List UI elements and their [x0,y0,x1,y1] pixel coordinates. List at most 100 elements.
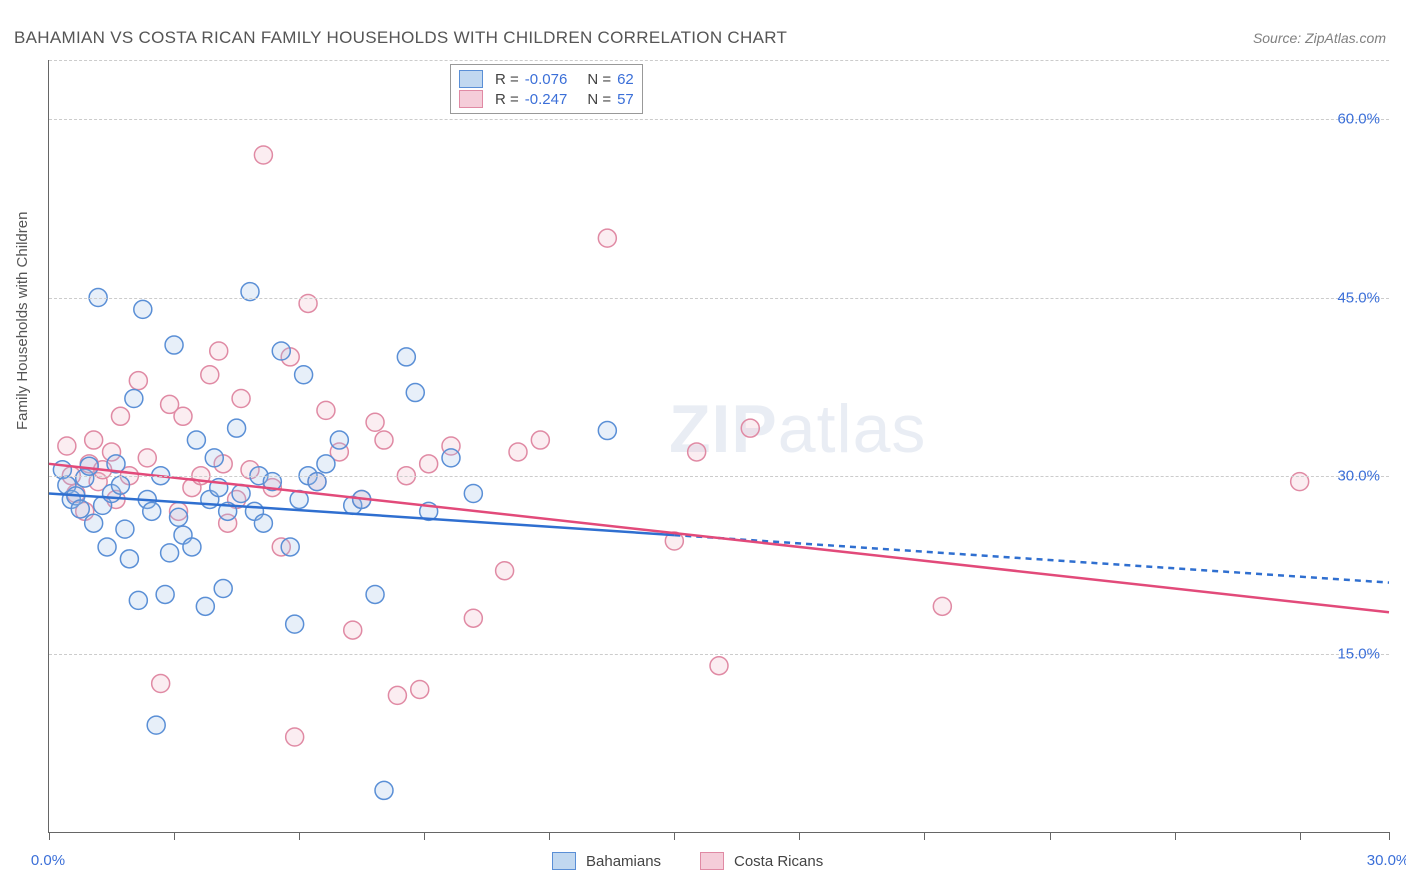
data-point [174,407,192,425]
plot-area: ZIPatlas [48,60,1389,833]
x-tick [49,832,50,840]
data-point [254,146,272,164]
data-point [397,348,415,366]
x-tick [174,832,175,840]
data-point [85,431,103,449]
data-point [411,680,429,698]
gridline [49,654,1389,655]
chart-title: BAHAMIAN VS COSTA RICAN FAMILY HOUSEHOLD… [14,28,787,48]
x-tick [1050,832,1051,840]
data-point [420,455,438,473]
data-point [366,585,384,603]
data-point [129,372,147,390]
gridline [49,476,1389,477]
data-point [933,597,951,615]
n-label: N = [587,71,611,88]
data-point [741,419,759,437]
data-point [201,366,219,384]
data-point [317,401,335,419]
y-tick-label: 15.0% [1337,645,1380,662]
n-label: N = [587,91,611,108]
chart-container: BAHAMIAN VS COSTA RICAN FAMILY HOUSEHOLD… [0,0,1406,892]
data-point [598,422,616,440]
regression-line [49,464,1389,612]
data-point [710,657,728,675]
data-point [281,538,299,556]
legend-row: R = -0.247 N = 57 [459,89,634,109]
n-value: 62 [617,71,634,88]
data-point [254,514,272,532]
y-tick-label: 30.0% [1337,467,1380,484]
x-tick [1175,832,1176,840]
r-label: R = [495,91,519,108]
data-point [58,437,76,455]
data-point [152,675,170,693]
data-point [187,431,205,449]
data-point [598,229,616,247]
r-value: -0.076 [525,71,568,88]
r-label: R = [495,71,519,88]
data-point [205,449,223,467]
data-point [442,449,460,467]
y-axis-label: Family Households with Children [14,212,31,430]
data-point [98,538,116,556]
gridline [49,119,1389,120]
gridline [49,298,1389,299]
data-point [228,419,246,437]
correlation-legend: R = -0.076 N = 62 R = -0.247 N = 57 [450,64,643,114]
data-point [143,502,161,520]
data-point [80,457,98,475]
data-point [111,476,129,494]
data-point [125,389,143,407]
data-point [496,562,514,580]
x-tick [424,832,425,840]
data-point [196,597,214,615]
x-tick [924,832,925,840]
data-point [85,514,103,532]
legend-swatch [552,852,576,870]
data-point [375,431,393,449]
data-point [214,580,232,598]
plot-svg [49,60,1389,832]
legend-row: R = -0.076 N = 62 [459,69,634,89]
data-point [317,455,335,473]
data-point [688,443,706,461]
data-point [295,366,313,384]
x-tick [1300,832,1301,840]
data-point [156,585,174,603]
data-point [464,609,482,627]
data-point [406,384,424,402]
r-value: -0.247 [525,91,568,108]
legend-swatch [459,70,483,88]
data-point [232,389,250,407]
data-point [111,407,129,425]
data-point [170,508,188,526]
legend-swatch [459,90,483,108]
data-point [183,538,201,556]
data-point [165,336,183,354]
data-point [210,342,228,360]
legend-item: Costa Ricans [700,852,823,870]
data-point [344,621,362,639]
y-tick-label: 45.0% [1337,289,1380,306]
data-point [375,781,393,799]
x-tick-label: 0.0% [31,852,65,869]
data-point [134,300,152,318]
source-attribution: Source: ZipAtlas.com [1253,30,1386,46]
data-point [366,413,384,431]
data-point [286,615,304,633]
data-point [330,431,348,449]
n-value: 57 [617,91,634,108]
legend-label: Bahamians [586,853,661,870]
data-point [71,500,89,518]
x-tick [1389,832,1390,840]
x-tick-label: 30.0% [1367,852,1406,869]
x-tick [674,832,675,840]
gridline [49,60,1389,61]
data-point [232,485,250,503]
x-tick [299,832,300,840]
x-tick [549,832,550,840]
data-point [286,728,304,746]
y-tick-label: 60.0% [1337,111,1380,128]
data-point [464,485,482,503]
